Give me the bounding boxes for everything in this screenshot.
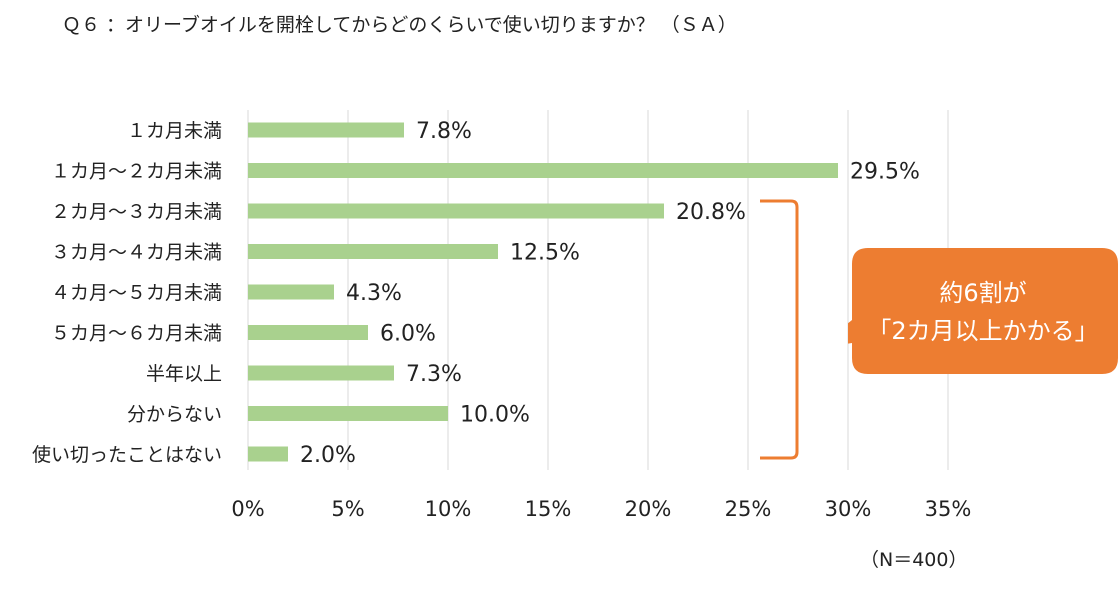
callout-bubble [848, 248, 1118, 374]
bar [248, 244, 498, 259]
category-label: 分からない [127, 404, 222, 426]
category-label: ２カ月～３カ月未満 [51, 201, 222, 223]
callout-line-1: 約6割が [939, 279, 1027, 307]
x-tick-label: 20% [625, 497, 672, 521]
x-tick-label: 30% [825, 497, 872, 521]
x-tick-label: 0% [231, 497, 264, 521]
category-label: 使い切ったことはない [32, 444, 222, 466]
data-label: 10.0% [460, 403, 530, 428]
callout-bubble-shape [848, 248, 1118, 374]
bar [248, 163, 838, 178]
data-label: 12.5% [510, 241, 580, 266]
category-label: ５カ月～６カ月未満 [51, 323, 222, 345]
data-label: 6.0% [380, 322, 436, 347]
category-label: ３カ月～４カ月未満 [51, 242, 222, 264]
bar [248, 284, 334, 300]
callout-line-2: 「2カ月以上かかる」 [867, 317, 1099, 345]
category-label: １カ月～２カ月未満 [51, 161, 222, 183]
data-label: 2.0% [300, 443, 356, 468]
category-label: ４カ月～５カ月未満 [51, 282, 222, 304]
data-label: 7.3% [406, 362, 462, 387]
bar [248, 325, 368, 340]
bar [248, 365, 394, 381]
category-label: １カ月未満 [127, 120, 222, 142]
data-label: 7.8% [416, 119, 472, 144]
bar [248, 203, 664, 219]
x-tick-label: 10% [425, 497, 472, 521]
x-tick-label: 15% [525, 497, 572, 521]
bracket [760, 199, 799, 460]
data-label: 20.8% [676, 200, 746, 225]
sample-size-note: （N＝400） [860, 549, 968, 571]
bar [248, 406, 448, 421]
data-label: 29.5% [850, 160, 920, 185]
x-tick-label: 5% [331, 497, 364, 521]
x-tick-label: 35% [925, 497, 972, 521]
x-tick-label: 25% [725, 497, 772, 521]
bar [248, 122, 404, 138]
data-label: 4.3% [346, 281, 402, 306]
callout-text: 約6割が 「2カ月以上かかる」 [848, 262, 1118, 362]
chart-title: Ｑ６ ：オリーブオイルを開栓してからどのくらいで使い切りますか？ （ＳＡ） [62, 14, 737, 36]
bar [248, 446, 288, 462]
category-label: 半年以上 [146, 363, 222, 385]
